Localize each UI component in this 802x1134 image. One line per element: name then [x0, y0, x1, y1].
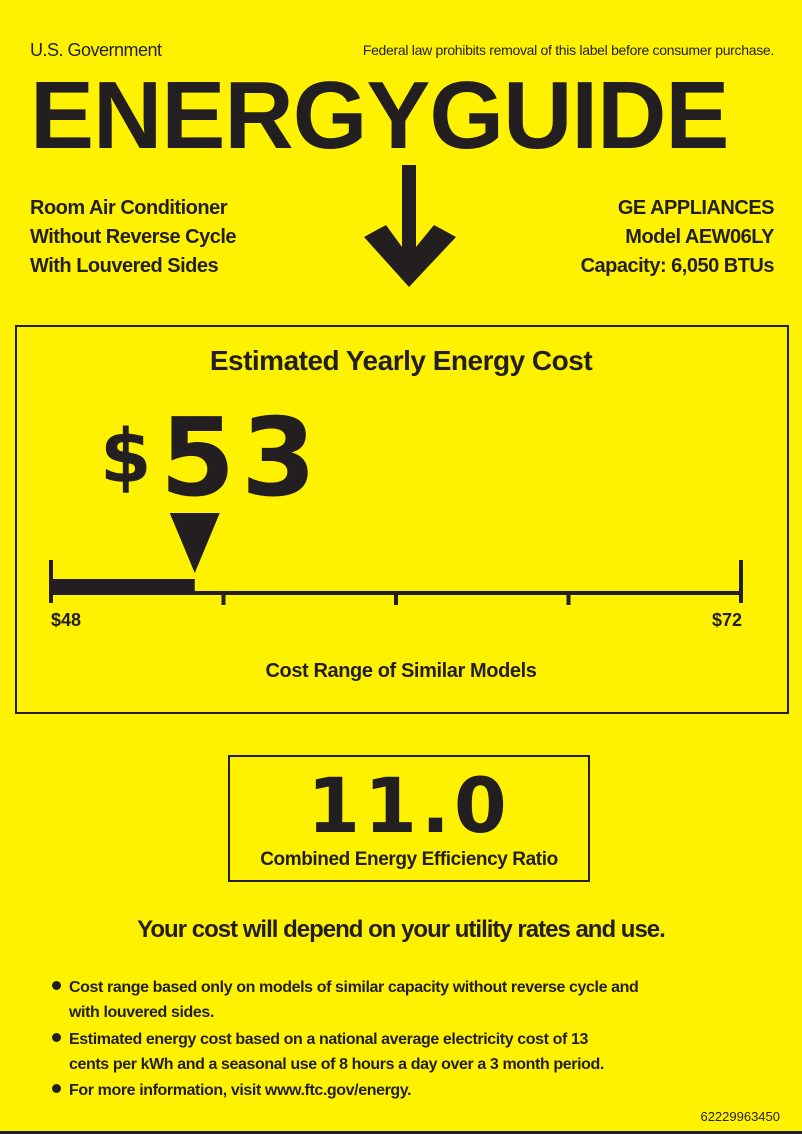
bullet-icon	[52, 981, 61, 990]
cost-range-scale	[49, 513, 743, 605]
range-max-label: $72	[711, 610, 742, 630]
note-line: with louvered sides.	[69, 1004, 214, 1021]
arrow-down-icon	[364, 165, 456, 287]
note-item: Estimated energy cost based on a nationa…	[69, 1027, 604, 1077]
manufacturer: GE APPLIANCES	[617, 197, 775, 219]
note-line: Estimated energy cost based on a nationa…	[69, 1031, 588, 1048]
eer-label: Combined Energy Efficiency Ratio	[260, 849, 558, 870]
range-min-label: $48	[51, 610, 82, 630]
efficiency-panel	[228, 755, 590, 882]
product-info: GE APPLIANCES Model AEW06LY Capacity: 6,…	[580, 194, 775, 281]
energyguide-title: ENERGYGUIDE	[30, 62, 729, 169]
cost-pointer-icon	[169, 513, 220, 573]
removal-notice: Federal law prohibits removal of this la…	[362, 42, 774, 58]
product-type-line: Without Reverse Cycle	[30, 226, 237, 248]
product-type: Room Air Conditioner Without Reverse Cyc…	[30, 194, 237, 281]
note-line: For more information, visit www.ftc.gov/…	[69, 1082, 412, 1099]
capacity: Capacity: 6,050 BTUs	[580, 255, 775, 277]
product-type-line: Room Air Conditioner	[30, 197, 228, 219]
issuer-text: U.S. Government	[30, 40, 162, 60]
bottom-border	[0, 1131, 802, 1134]
product-type-line: With Louvered Sides	[30, 255, 219, 277]
note-line: Cost range based only on models of simil…	[69, 979, 639, 996]
note-item: For more information, visit www.ftc.gov/…	[69, 1078, 412, 1103]
label-code: 62229963450	[700, 1109, 780, 1124]
cost-range-fill	[51, 579, 195, 593]
yearly-cost-panel	[15, 325, 789, 714]
bullet-icon	[52, 1084, 61, 1093]
note-line: cents per kWh and a seasonal use of 8 ho…	[69, 1056, 604, 1073]
cost-range-label: Cost Range of Similar Models	[265, 660, 537, 682]
eer-value: 11.0	[307, 761, 511, 850]
bullet-icon	[52, 1033, 61, 1042]
note-item: Cost range based only on models of simil…	[69, 975, 639, 1025]
currency-symbol: $	[100, 414, 152, 500]
yearly-cost-value: 53	[160, 396, 323, 521]
disclaimer: Your cost will depend on your utility ra…	[137, 916, 666, 943]
cost-heading: Estimated Yearly Energy Cost	[209, 345, 593, 376]
model-number: Model AEW06LY	[625, 226, 774, 248]
